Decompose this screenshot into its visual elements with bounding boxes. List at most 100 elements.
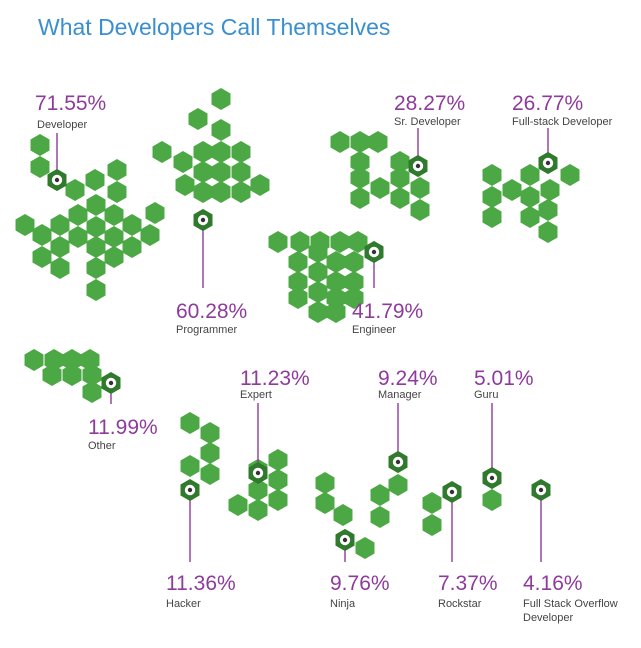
programmer-hexagon bbox=[211, 141, 231, 163]
leader-line-layer bbox=[56, 128, 549, 562]
developer-hexagon bbox=[104, 226, 124, 248]
developer-hexagon bbox=[86, 194, 106, 216]
sr-developer-hexagon bbox=[350, 131, 370, 153]
manager-hexagon bbox=[388, 474, 408, 496]
engineer-hexagon bbox=[308, 281, 328, 303]
sr-developer-hexagon bbox=[350, 151, 370, 173]
developer-marker-icon bbox=[47, 169, 67, 191]
programmer-hexagon bbox=[250, 174, 270, 196]
sr-developer-hexagon bbox=[390, 167, 410, 189]
full-stack-developer-hexagon bbox=[560, 164, 580, 186]
hacker-value-label: 11.36% bbox=[166, 572, 236, 595]
sr-developer-category-label: Sr. Developer bbox=[394, 116, 461, 128]
full-stack-developer-hexagon bbox=[482, 164, 502, 186]
manager-marker-icon bbox=[388, 451, 408, 473]
developer-hexagon bbox=[86, 257, 106, 279]
engineer-marker-icon bbox=[364, 241, 384, 263]
label-layer: 71.55% Developer 60.28%Programmer 28.27%Sr.… bbox=[35, 92, 618, 624]
developer-hexagon bbox=[122, 236, 142, 258]
engineer-hexagon bbox=[288, 251, 308, 273]
developer-hexagon bbox=[68, 226, 88, 248]
full-stack-developer-value-label: 26.77% bbox=[512, 92, 583, 115]
developer-hexagon bbox=[32, 246, 52, 268]
other-marker-icon bbox=[101, 372, 121, 394]
full-stack-developer-hexagon bbox=[520, 206, 540, 228]
developer-hexagon bbox=[50, 257, 70, 279]
engineer-hexagon bbox=[326, 251, 346, 273]
other-hexagon bbox=[82, 364, 102, 386]
full-stack-overflow-developer-category-label: Developer bbox=[523, 612, 573, 624]
ninja-category-label: Ninja bbox=[330, 598, 356, 610]
engineer-hexagon bbox=[308, 261, 328, 283]
developer-hexagon bbox=[140, 224, 160, 246]
ninja-marker-icon bbox=[335, 529, 355, 551]
sr-developer-hexagon bbox=[390, 151, 410, 173]
sr-developer-hexagon bbox=[390, 187, 410, 209]
full-stack-developer-marker-icon bbox=[538, 152, 558, 174]
programmer-hexagon bbox=[193, 141, 213, 163]
programmer-hexagon bbox=[211, 88, 231, 110]
programmer-category-label: Programmer bbox=[176, 324, 237, 336]
developer-hexagon bbox=[86, 236, 106, 258]
full-stack-developer-hexagon bbox=[502, 179, 522, 201]
other-hexagon bbox=[80, 349, 100, 371]
marker-layer bbox=[47, 152, 558, 551]
engineer-category-label: Engineer bbox=[352, 324, 396, 336]
engineer-hexagon bbox=[344, 271, 364, 293]
ninja-value-label: 9.76% bbox=[330, 572, 390, 595]
programmer-hexagon bbox=[188, 108, 208, 130]
programmer-hexagon bbox=[231, 141, 251, 163]
full-stack-developer-hexagon bbox=[538, 221, 558, 243]
engineer-hexagon bbox=[290, 231, 310, 253]
other-category-label: Other bbox=[88, 440, 116, 452]
engineer-hexagon bbox=[326, 271, 346, 293]
developer-hexagon bbox=[32, 224, 52, 246]
rockstar-marker-icon bbox=[442, 481, 462, 503]
engineer-hexagon bbox=[348, 231, 368, 253]
full-stack-developer-hexagon bbox=[482, 186, 502, 208]
developer-hexagon bbox=[145, 202, 165, 224]
engineer-hexagon bbox=[330, 231, 350, 253]
full-stack-developer-hexagon bbox=[538, 199, 558, 221]
programmer-hexagon bbox=[193, 161, 213, 183]
expert-hexagon bbox=[268, 449, 288, 471]
full-stack-developer-category-label: Full-stack Developer bbox=[512, 116, 613, 128]
developer-hexagon bbox=[122, 214, 142, 236]
sr-developer-hexagon bbox=[410, 199, 430, 221]
hacker-category-label: Hacker bbox=[166, 598, 201, 610]
programmer-hexagon bbox=[175, 174, 195, 196]
engineer-hexagon bbox=[344, 287, 364, 309]
manager-category-label: Manager bbox=[378, 389, 422, 401]
rockstar-hexagon bbox=[422, 492, 442, 514]
ninja-hexagon bbox=[315, 492, 335, 514]
engineer-hexagon bbox=[308, 301, 328, 323]
rockstar-category-label: Rockstar bbox=[438, 598, 482, 610]
sr-developer-hexagon bbox=[368, 131, 388, 153]
developer-hexagon bbox=[30, 134, 50, 156]
programmer-value-label: 60.28% bbox=[176, 300, 247, 323]
hacker-hexagon bbox=[200, 463, 220, 485]
expert-hexagon bbox=[268, 489, 288, 511]
sr-developer-value-label: 28.27% bbox=[394, 92, 465, 115]
sr-developer-hexagon bbox=[410, 177, 430, 199]
other-hexagon bbox=[82, 381, 102, 403]
developer-hexagon bbox=[107, 181, 127, 203]
developer-hexagon bbox=[30, 156, 50, 178]
developer-hexagon bbox=[68, 204, 88, 226]
programmer-hexagon bbox=[231, 181, 251, 203]
engineer-value-label: 41.79% bbox=[352, 300, 423, 323]
programmer-hexagon bbox=[152, 141, 172, 163]
manager-hexagon bbox=[370, 506, 390, 528]
expert-value-label: 11.23% bbox=[240, 367, 310, 390]
engineer-hexagon bbox=[308, 241, 328, 263]
hacker-hexagon bbox=[200, 442, 220, 464]
developer-hexagon bbox=[65, 179, 85, 201]
ninja-hexagon bbox=[355, 537, 375, 559]
rockstar-value-label: 7.37% bbox=[438, 572, 498, 595]
developer-hexagon bbox=[15, 214, 35, 236]
guru-category-label: Guru bbox=[474, 389, 498, 401]
sr-developer-hexagon bbox=[370, 177, 390, 199]
sr-developer-marker-icon bbox=[408, 155, 428, 177]
developer-category-label: Developer bbox=[37, 119, 87, 131]
programmer-hexagon bbox=[231, 161, 251, 183]
